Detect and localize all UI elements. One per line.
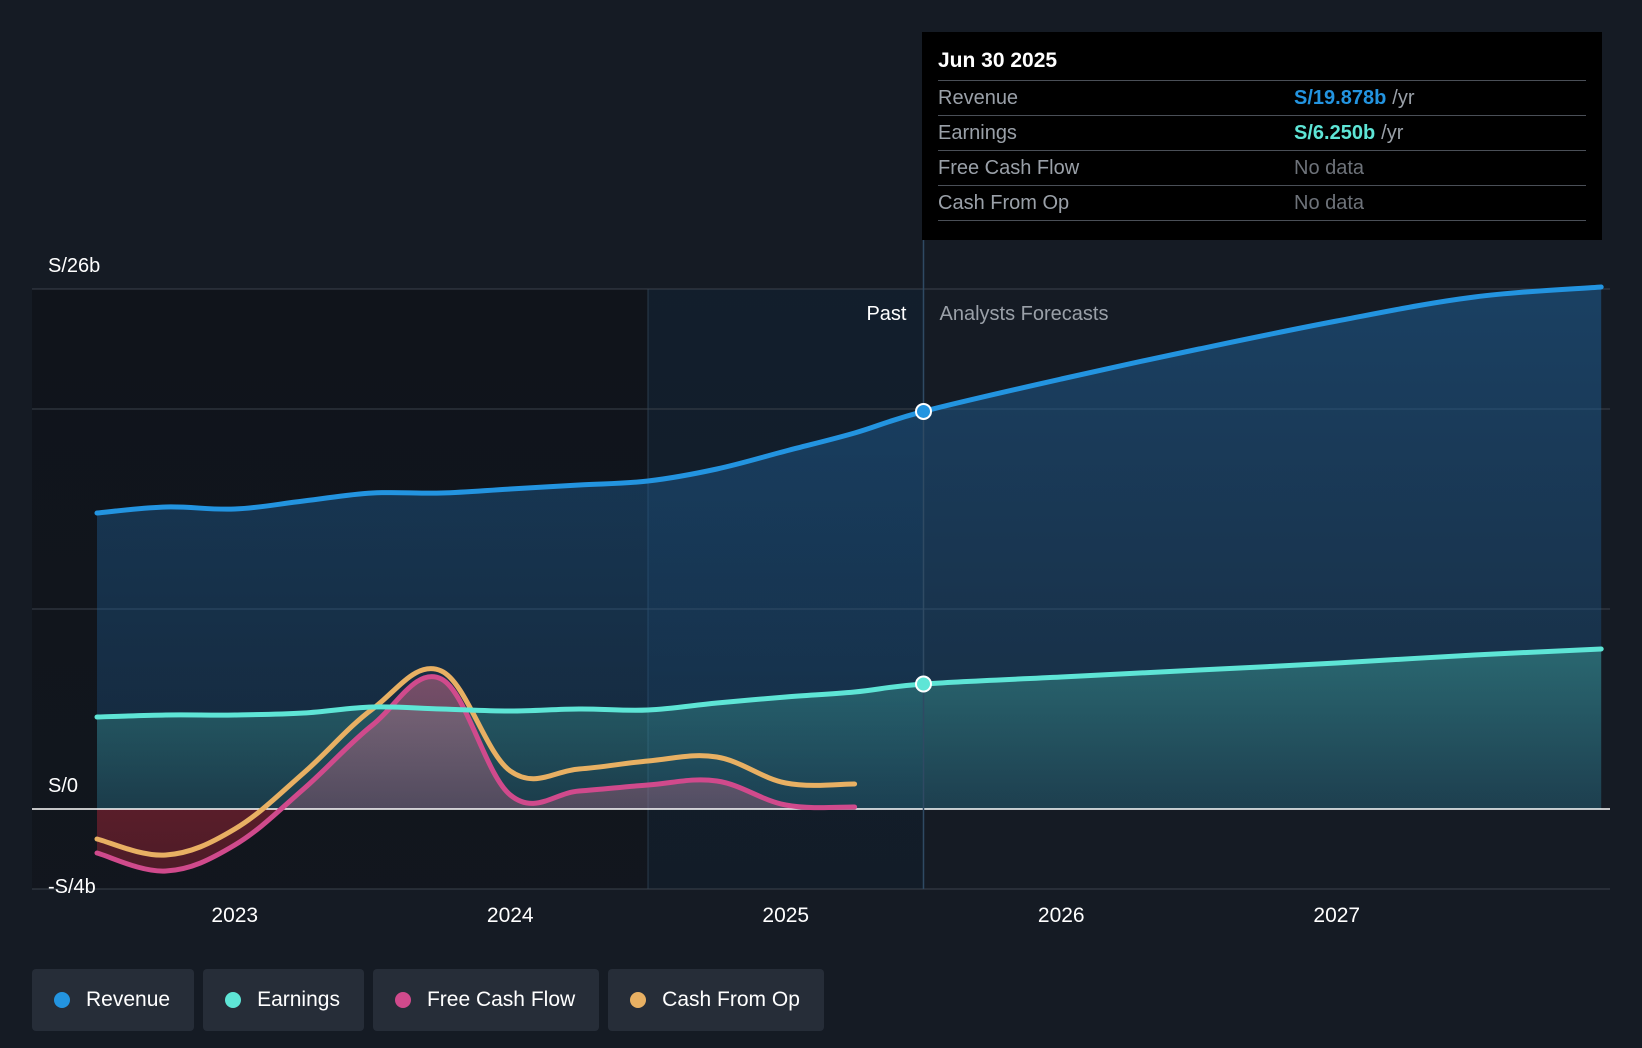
legend-item-free-cash-flow[interactable]: Free Cash Flow bbox=[372, 969, 600, 1031]
x-tick-label: 2025 bbox=[762, 904, 809, 927]
earnings-dot-icon bbox=[225, 992, 242, 1008]
free-cash-flow-area-negative bbox=[97, 809, 855, 872]
legend: Revenue Earnings Free Cash Flow Cash Fro… bbox=[32, 969, 824, 1031]
earnings-line bbox=[94, 646, 1604, 720]
free-cash-flow-area-positive bbox=[97, 676, 855, 809]
earnings-marker bbox=[915, 675, 932, 693]
y-tick-label: -S/4b bbox=[48, 876, 96, 898]
forecast-label: Analysts Forecasts bbox=[940, 303, 1109, 325]
x-tick-label: 2024 bbox=[487, 904, 534, 927]
free-cash-flow-dot-icon bbox=[394, 992, 411, 1008]
tooltip-value: S/19.878b bbox=[1294, 87, 1387, 109]
revenue-marker bbox=[915, 402, 932, 420]
tooltip: Jun 30 2025 Revenue S/19.878b /yr Earnin… bbox=[922, 32, 1602, 240]
tooltip-nodata: No data bbox=[1294, 157, 1365, 179]
past-label: Past bbox=[866, 303, 906, 325]
tooltip-row-free-cash-flow: Free Cash Flow No data bbox=[938, 151, 1586, 186]
x-tick-label: 2023 bbox=[211, 904, 258, 927]
tooltip-row-cash-from-op: Cash From Op No data bbox=[938, 186, 1586, 221]
legend-item-earnings[interactable]: Earnings bbox=[203, 969, 364, 1031]
tooltip-label: Revenue bbox=[938, 87, 1019, 109]
revenue-line bbox=[94, 284, 1604, 516]
revenue-dot-icon bbox=[54, 992, 70, 1008]
legend-label: Revenue bbox=[86, 988, 171, 1011]
tooltip-value: S/6.250b bbox=[1294, 122, 1376, 144]
x-tick-label: 2027 bbox=[1313, 904, 1360, 927]
y-tick-label: S/0 bbox=[48, 775, 78, 797]
tooltip-label: Free Cash Flow bbox=[938, 157, 1080, 179]
tooltip-label: Cash From Op bbox=[938, 192, 1070, 214]
tooltip-unit: /yr bbox=[1381, 122, 1404, 144]
cash-from-op-dot-icon bbox=[630, 992, 647, 1008]
tooltip-row-revenue: Revenue S/19.878b /yr bbox=[938, 81, 1586, 116]
legend-label: Earnings bbox=[257, 988, 340, 1011]
x-tick-label: 2026 bbox=[1038, 904, 1085, 927]
tooltip-label: Earnings bbox=[938, 122, 1017, 144]
legend-item-cash-from-op[interactable]: Cash From Op bbox=[608, 969, 824, 1031]
legend-label: Cash From Op bbox=[662, 988, 800, 1011]
tooltip-date: Jun 30 2025 bbox=[938, 46, 1586, 81]
free-cash-flow-line bbox=[94, 674, 858, 874]
chart: S/26b S/0 -S/4b 2023 2024 2025 2026 2027 Past Ana… bbox=[32, 240, 1610, 927]
legend-label: Free Cash Flow bbox=[426, 988, 576, 1011]
tooltip-row-earnings: Earnings S/6.250b /yr bbox=[938, 116, 1586, 151]
legend-item-revenue[interactable]: Revenue bbox=[32, 969, 195, 1031]
y-tick-label: S/26b bbox=[48, 255, 100, 277]
tooltip-unit: /yr bbox=[1392, 87, 1415, 109]
tooltip-nodata: No data bbox=[1294, 192, 1365, 214]
